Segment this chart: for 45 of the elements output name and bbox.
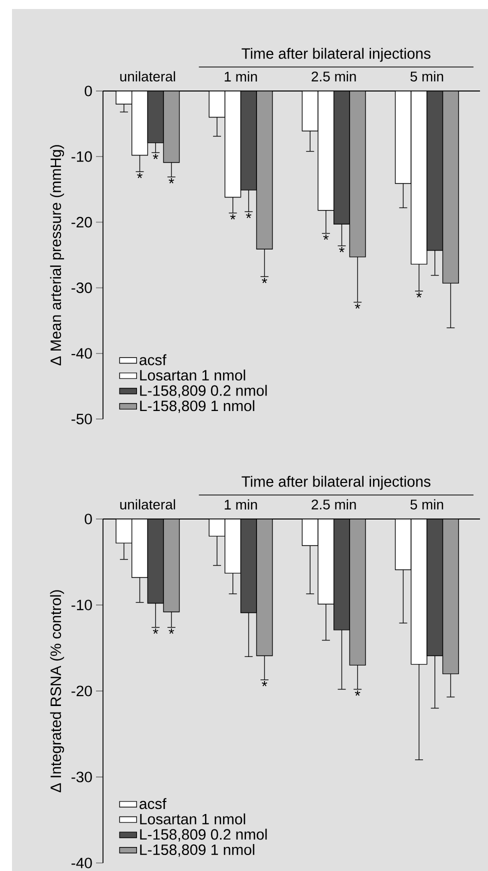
x-tick-label: 5 min	[410, 499, 444, 510]
y-tick-label: -40	[72, 858, 92, 868]
y-tick-label: 0	[84, 514, 92, 524]
data-label: *	[152, 628, 158, 634]
legend-label: L-158,809 0.2 nmol	[140, 828, 267, 842]
legend-label: Losartan 1 nmol	[140, 813, 246, 824]
data-label: *	[339, 247, 344, 252]
text: Time after bilateral injections	[242, 48, 430, 62]
legend-label: Losartan 1 nmol	[140, 370, 246, 381]
data-label: *	[416, 292, 422, 298]
data-label: *	[354, 303, 360, 309]
data-label: *	[168, 628, 174, 634]
y-tick-label: -10	[72, 151, 92, 162]
x-tick-label: 2.5 min	[312, 499, 356, 510]
y-tick-label: -30	[72, 772, 92, 782]
data-label: *	[262, 278, 268, 284]
data-label: *	[168, 178, 174, 184]
data-label: *	[323, 234, 329, 240]
y-tick-label: -40	[72, 348, 92, 359]
x-tick-label: unilateral	[120, 499, 176, 510]
y-tick-label: 0	[84, 86, 92, 96]
x-tick-label: unilateral	[120, 71, 176, 82]
y-tick-label: -10	[72, 600, 92, 610]
x-tick-label: 5 min	[410, 71, 444, 82]
data-label: *	[230, 214, 236, 220]
legend-label: L-158,809 0.2 nmol	[140, 384, 267, 398]
y-axis-title: Δ Integrated RSNA (% control)	[50, 590, 64, 792]
data-label: *	[152, 154, 158, 160]
y-tick-label: -20	[72, 686, 92, 696]
data-label: *	[354, 690, 360, 696]
legend-label: L-158,809 1 nmol	[140, 400, 254, 413]
legend-label: acsf	[140, 798, 166, 810]
legend-label: acsf	[140, 354, 166, 366]
data-label: *	[246, 212, 252, 218]
x-tick-label: 2.5 min	[312, 71, 356, 82]
y-tick-label: -20	[72, 216, 92, 228]
text: Time after bilateral injections	[242, 476, 430, 490]
x-tick-label: 1 min	[224, 499, 257, 510]
legend-label: L-158,809 1 nmol	[140, 844, 254, 857]
data-label: *	[262, 681, 268, 686]
y-tick-label: -50	[72, 414, 92, 424]
y-axis-title: Δ Mean arterial pressure (mmHg)	[50, 145, 64, 366]
data-label: *	[137, 172, 142, 178]
y-tick-label: -30	[72, 282, 92, 294]
x-tick-label: 1 min	[224, 71, 257, 82]
